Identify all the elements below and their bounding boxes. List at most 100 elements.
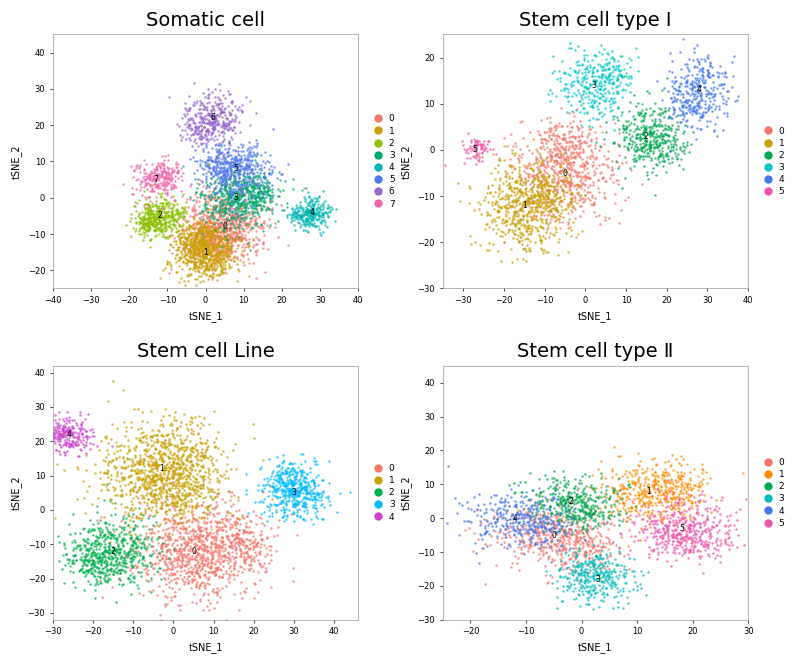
Point xyxy=(457,158,470,169)
Point xyxy=(507,183,520,193)
Point xyxy=(182,488,195,499)
Point xyxy=(556,492,569,503)
Point xyxy=(665,93,677,104)
Point xyxy=(239,527,252,537)
Point xyxy=(102,552,114,562)
Point xyxy=(637,129,650,139)
Point xyxy=(560,137,573,147)
Point xyxy=(126,541,138,552)
Point xyxy=(549,193,562,203)
Point xyxy=(549,539,561,549)
Point xyxy=(153,272,166,283)
Point xyxy=(234,538,246,548)
Point xyxy=(124,533,137,544)
Point xyxy=(223,173,235,184)
Point xyxy=(139,213,152,224)
Point xyxy=(236,179,249,190)
Point xyxy=(165,191,177,202)
Point xyxy=(154,471,167,481)
Point xyxy=(669,130,682,141)
Point xyxy=(131,533,144,543)
Point xyxy=(691,86,704,96)
Point xyxy=(184,469,196,479)
Point xyxy=(643,513,656,524)
Point xyxy=(56,432,68,443)
Point xyxy=(78,555,91,566)
Point xyxy=(192,179,205,189)
Point xyxy=(688,529,701,539)
Point xyxy=(599,501,612,511)
Point xyxy=(178,502,191,513)
Point xyxy=(287,173,300,184)
Point xyxy=(657,531,669,542)
Point xyxy=(160,485,173,495)
Point xyxy=(564,177,576,187)
Point xyxy=(199,236,211,247)
Point xyxy=(157,564,170,575)
Point xyxy=(118,552,131,562)
Point xyxy=(525,222,537,233)
Point xyxy=(272,216,285,226)
Point xyxy=(266,203,279,213)
Point xyxy=(701,542,714,553)
Point xyxy=(98,479,111,490)
Point xyxy=(237,207,250,217)
Point xyxy=(677,92,689,102)
Point xyxy=(567,131,580,141)
Point xyxy=(228,517,241,527)
Point xyxy=(190,568,203,578)
Point xyxy=(192,548,204,559)
Point xyxy=(241,182,254,193)
Point xyxy=(193,192,206,203)
Point xyxy=(674,507,687,518)
Point xyxy=(597,514,610,525)
Point xyxy=(195,454,207,465)
Point xyxy=(170,491,183,501)
Point xyxy=(170,469,183,479)
Point xyxy=(59,422,72,432)
Point xyxy=(183,238,196,248)
Point xyxy=(99,539,112,550)
Point xyxy=(688,43,701,54)
Point xyxy=(173,493,186,504)
Point xyxy=(213,210,226,220)
Point xyxy=(565,496,578,507)
Point xyxy=(273,474,286,485)
Point xyxy=(195,189,207,199)
Point xyxy=(648,453,661,463)
Point xyxy=(118,509,130,520)
Point xyxy=(203,242,215,252)
Point xyxy=(211,208,223,218)
Point xyxy=(133,481,145,492)
Point xyxy=(541,178,553,189)
Point xyxy=(162,178,175,189)
Point xyxy=(219,181,232,191)
Point xyxy=(615,488,628,499)
Point xyxy=(212,247,225,258)
Point xyxy=(235,183,248,193)
Point xyxy=(192,560,205,571)
Point xyxy=(223,110,236,121)
Point xyxy=(529,143,542,154)
Point xyxy=(154,501,167,511)
Point xyxy=(212,145,225,156)
Point xyxy=(144,181,157,191)
Point xyxy=(561,492,574,503)
Point xyxy=(560,509,572,520)
Point xyxy=(180,239,192,250)
Point xyxy=(574,478,587,489)
Point xyxy=(637,137,650,148)
Point xyxy=(289,495,302,506)
Point xyxy=(258,177,271,187)
Point xyxy=(494,539,507,550)
Point xyxy=(253,181,266,191)
Point xyxy=(653,145,665,155)
Point xyxy=(654,485,667,495)
Point xyxy=(107,520,119,531)
Point xyxy=(556,179,569,189)
Point xyxy=(534,243,547,254)
Point xyxy=(566,567,579,578)
Point xyxy=(134,224,147,234)
Point xyxy=(601,511,614,522)
Point xyxy=(188,77,201,88)
